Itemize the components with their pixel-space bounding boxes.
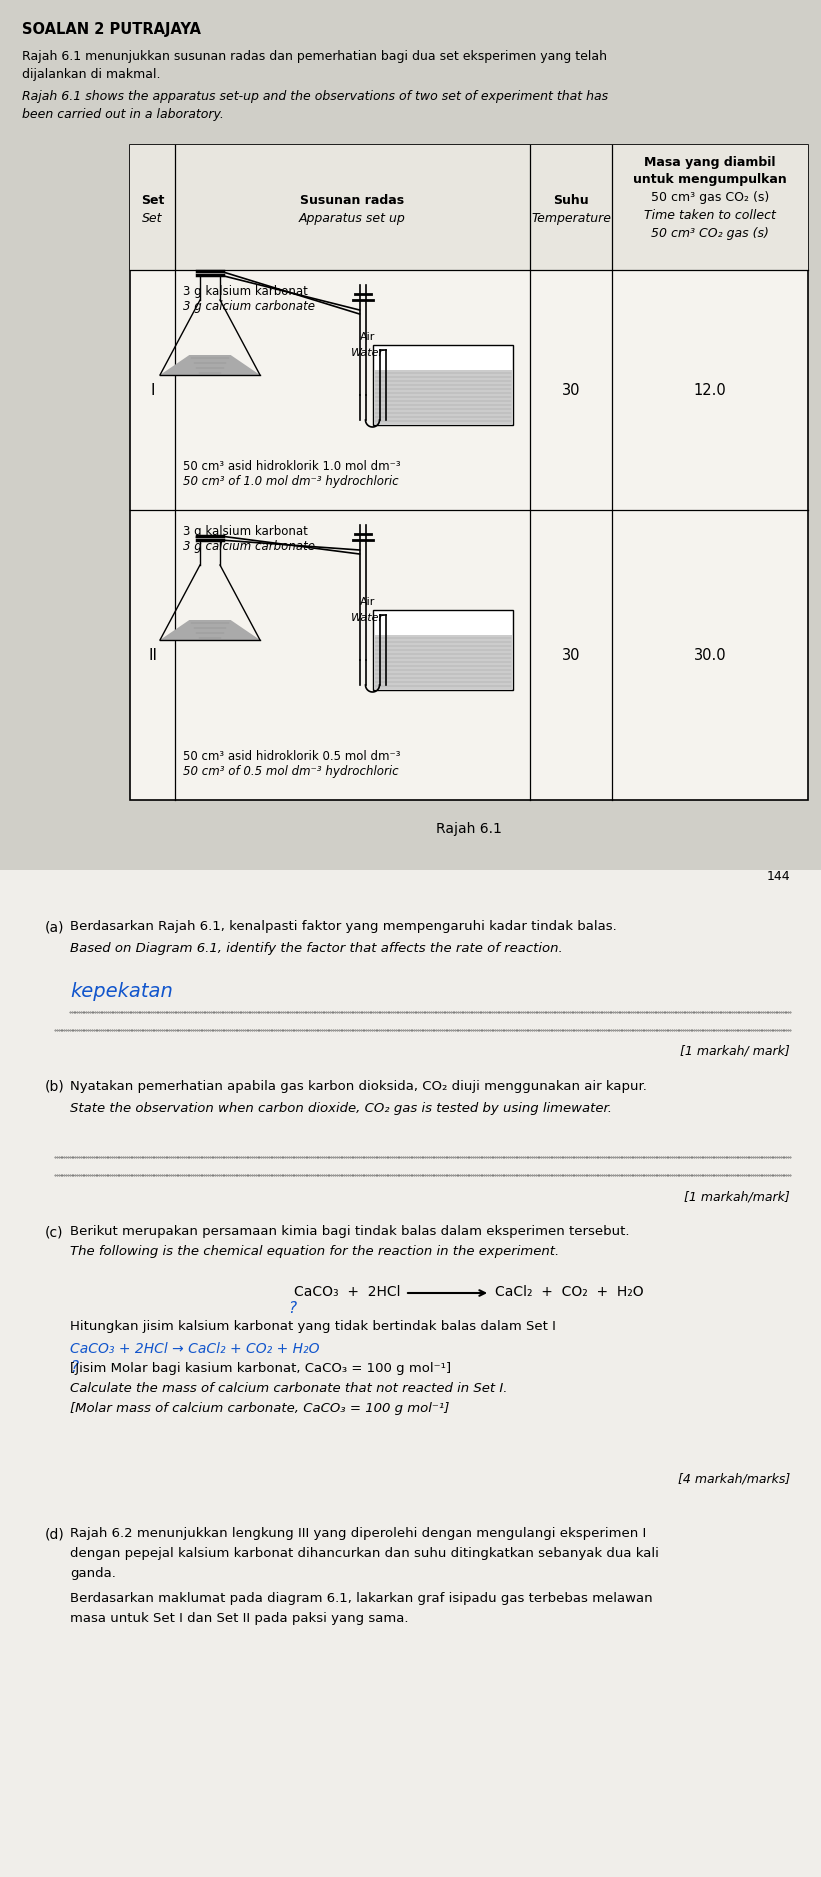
Polygon shape [160,619,260,640]
Text: 12.0: 12.0 [694,383,727,398]
Text: Calculate the mass of calcium carbonate that not reacted in Set I.: Calculate the mass of calcium carbonate … [70,1381,507,1395]
Text: 30: 30 [562,383,580,398]
Polygon shape [160,355,260,375]
Text: 3 g kalsium karbonat: 3 g kalsium karbonat [183,285,308,298]
Text: Rajah 6.1 menunjukkan susunan radas dan pemerhatian bagi dua set eksperimen yang: Rajah 6.1 menunjukkan susunan radas dan … [22,51,607,81]
Text: Apparatus set up: Apparatus set up [299,212,406,225]
Bar [0,0,821,871]
Text: [Molar mass of calcium carbonate, CaCO₃ = 100 g mol⁻¹]: [Molar mass of calcium carbonate, CaCO₃ … [70,1402,449,1415]
Bar [373,345,512,424]
Text: The following is the chemical equation for the reaction in the experiment.: The following is the chemical equation f… [70,1244,559,1258]
Text: II: II [148,648,157,663]
Text: 3 g calcium carbonate: 3 g calcium carbonate [183,300,315,313]
Bar [130,145,808,800]
Text: Berdasarkan maklumat pada diagram 6.1, lakarkan graf isipadu gas terbebas melawa: Berdasarkan maklumat pada diagram 6.1, l… [70,1592,653,1605]
Text: [1 markah/mark]: [1 markah/mark] [684,1190,790,1203]
Text: (b): (b) [45,1079,65,1094]
Text: 3 g calcium carbonate: 3 g calcium carbonate [183,541,315,554]
Text: (c): (c) [45,1226,63,1239]
Text: Masa yang diambil: Masa yang diambil [644,156,776,169]
Text: Susunan radas: Susunan radas [300,193,405,206]
Text: Suhu: Suhu [553,193,589,206]
Text: 144: 144 [766,871,790,882]
Bar [0,871,821,1877]
Bar [130,145,808,270]
Bar [374,634,511,689]
Text: Water: Water [351,347,384,359]
Text: masa untuk Set I dan Set II pada paksi yang sama.: masa untuk Set I dan Set II pada paksi y… [70,1612,409,1625]
Text: Set: Set [142,212,163,225]
Text: Temperature: Temperature [531,212,611,225]
Text: SOALAN 2 PUTRAJAYA: SOALAN 2 PUTRAJAYA [22,23,201,38]
Text: [1 markah/ mark]: [1 markah/ mark] [681,1045,790,1059]
Text: [Jisim Molar bagi kasium karbonat, CaCO₃ = 100 g mol⁻¹]: [Jisim Molar bagi kasium karbonat, CaCO₃… [70,1363,451,1376]
Bar [373,610,512,691]
Text: dengan pepejal kalsium karbonat dihancurkan dan suhu ditingkatkan sebanyak dua k: dengan pepejal kalsium karbonat dihancur… [70,1547,659,1560]
Text: 50 cm³ asid hidroklorik 0.5 mol dm⁻³: 50 cm³ asid hidroklorik 0.5 mol dm⁻³ [183,751,401,762]
Text: State the observation when carbon dioxide, CO₂ gas is tested by using limewater.: State the observation when carbon dioxid… [70,1102,612,1115]
Text: 30.0: 30.0 [694,648,727,663]
Bar [374,370,511,424]
Text: 50 cm³ gas CO₂ (s): 50 cm³ gas CO₂ (s) [651,191,769,205]
Text: Air: Air [360,332,375,342]
Text: 50 cm³ asid hidroklorik 1.0 mol dm⁻³: 50 cm³ asid hidroklorik 1.0 mol dm⁻³ [183,460,401,473]
Text: CaCl₂  +  CO₂  +  H₂O: CaCl₂ + CO₂ + H₂O [495,1286,644,1299]
Text: Rajah 6.1: Rajah 6.1 [436,822,502,835]
Text: (a): (a) [45,920,65,935]
Text: 30: 30 [562,648,580,663]
Text: Time taken to collect: Time taken to collect [644,208,776,221]
Text: 3 g kalsium karbonat: 3 g kalsium karbonat [183,526,308,539]
Text: [4 markah/marks]: [4 markah/marks] [678,1472,790,1485]
Text: Water: Water [351,614,384,623]
Text: Berdasarkan Rajah 6.1, kenalpasti faktor yang mempengaruhi kadar tindak balas.: Berdasarkan Rajah 6.1, kenalpasti faktor… [70,920,617,933]
Text: Hitungkan jisim kalsium karbonat yang tidak bertindak balas dalam Set I: Hitungkan jisim kalsium karbonat yang ti… [70,1320,556,1333]
Text: 50 cm³ CO₂ gas (s): 50 cm³ CO₂ gas (s) [651,227,769,240]
Text: 50 cm³ of 1.0 mol dm⁻³ hydrochloric: 50 cm³ of 1.0 mol dm⁻³ hydrochloric [183,475,399,488]
Text: Based on Diagram 6.1, identify the factor that affects the rate of reaction.: Based on Diagram 6.1, identify the facto… [70,942,562,955]
Text: kepekatan: kepekatan [70,982,173,1000]
Text: CaCO₃  +  2HCl: CaCO₃ + 2HCl [293,1286,400,1299]
Text: Rajah 6.2 menunjukkan lengkung III yang diperolehi dengan mengulangi eksperimen : Rajah 6.2 menunjukkan lengkung III yang … [70,1528,646,1539]
Text: Nyatakan pemerhatian apabila gas karbon dioksida, CO₂ diuji menggunakan air kapu: Nyatakan pemerhatian apabila gas karbon … [70,1079,647,1092]
Text: 50 cm³ of 0.5 mol dm⁻³ hydrochloric: 50 cm³ of 0.5 mol dm⁻³ hydrochloric [183,766,399,777]
Text: ganda.: ganda. [70,1567,116,1580]
Text: Rajah 6.1 shows the apparatus set-up and the observations of two set of experime: Rajah 6.1 shows the apparatus set-up and… [22,90,608,120]
Text: Air: Air [360,597,375,606]
Text: ?: ? [288,1301,296,1316]
Text: Berikut merupakan persamaan kimia bagi tindak balas dalam eksperimen tersebut.: Berikut merupakan persamaan kimia bagi t… [70,1226,630,1239]
Text: (d): (d) [45,1528,65,1541]
Text: untuk mengumpulkan: untuk mengumpulkan [633,173,787,186]
Text: CaCO₃ + 2HCl → CaCl₂ + CO₂ + H₂O: CaCO₃ + 2HCl → CaCl₂ + CO₂ + H₂O [70,1342,319,1355]
Text: I: I [150,383,154,398]
Text: Set: Set [141,193,164,206]
Text: ?: ? [70,1361,78,1376]
